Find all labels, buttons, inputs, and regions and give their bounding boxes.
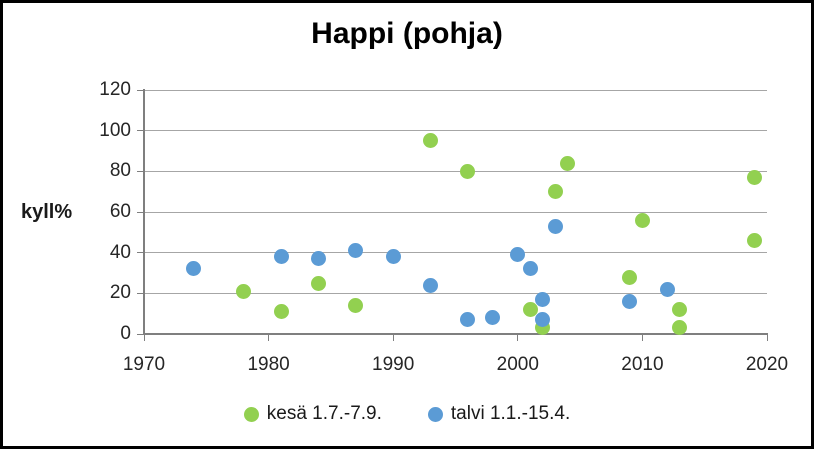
chart-title: Happi (pohja)	[311, 17, 503, 50]
data-point-kesa[interactable]	[460, 163, 476, 179]
x-tick-label: 2020	[745, 354, 789, 375]
y-tickmark	[137, 333, 144, 335]
data-point-kesa[interactable]	[747, 169, 763, 185]
data-point-kesa[interactable]	[560, 155, 576, 171]
x-tickmark	[641, 334, 643, 341]
legend-marker-kesa-icon	[243, 406, 259, 422]
data-point-talvi[interactable]	[310, 251, 326, 267]
y-tickmark	[137, 130, 144, 132]
y-tickmark	[137, 252, 144, 254]
x-tickmark	[517, 334, 519, 341]
y-tick-label: 40	[109, 241, 131, 263]
data-point-kesa[interactable]	[348, 298, 364, 314]
legend-marker-talvi-icon	[427, 406, 443, 422]
y-gridline	[144, 130, 767, 132]
chart-stage: Happi (pohja) kyll% 0 20 40 60 80 100 120 1970 1…	[3, 3, 811, 446]
x-tickmark	[766, 334, 768, 341]
data-point-talvi[interactable]	[460, 312, 476, 328]
y-axis-label: kyll%	[21, 201, 73, 223]
legend-item-kesa[interactable]: kesä 1.7.-7.9.	[243, 403, 382, 425]
x-tick-label: 2000	[496, 354, 539, 375]
x-tick-label: 1990	[372, 354, 415, 375]
data-point-talvi[interactable]	[535, 291, 551, 307]
y-gridline	[144, 211, 767, 213]
y-tick-label: 80	[109, 160, 131, 182]
data-point-talvi[interactable]	[522, 261, 538, 277]
data-point-kesa[interactable]	[522, 302, 538, 318]
y-gridline	[144, 89, 767, 91]
y-tickmark	[137, 211, 144, 213]
y-axis-line	[143, 89, 145, 335]
y-tickmark	[137, 89, 144, 91]
data-point-talvi[interactable]	[385, 249, 401, 265]
data-point-talvi[interactable]	[547, 218, 563, 234]
y-tick-label: 20	[109, 282, 131, 304]
data-point-talvi[interactable]	[659, 281, 675, 297]
data-point-kesa[interactable]	[634, 212, 650, 228]
legend: kesä 1.7.-7.9. talvi 1.1.-15.4.	[3, 399, 811, 429]
data-point-kesa[interactable]	[622, 269, 638, 285]
y-tick-label: 60	[109, 201, 131, 222]
data-point-kesa[interactable]	[672, 302, 688, 318]
x-tickmark	[268, 334, 270, 341]
x-tick-label: 1970	[122, 354, 166, 375]
x-tick-label: 2010	[621, 354, 664, 375]
y-tickmark	[137, 292, 144, 294]
data-point-kesa[interactable]	[547, 184, 563, 200]
y-tick-label: 100	[99, 119, 131, 141]
y-gridline	[144, 292, 767, 294]
data-point-kesa[interactable]	[672, 320, 688, 336]
y-tickmark	[137, 170, 144, 172]
data-point-kesa[interactable]	[423, 133, 439, 149]
data-point-talvi[interactable]	[186, 261, 202, 277]
data-point-talvi[interactable]	[622, 293, 638, 309]
data-point-kesa[interactable]	[747, 232, 763, 248]
y-tick-label: 120	[99, 79, 131, 100]
data-point-talvi[interactable]	[510, 247, 526, 263]
data-point-talvi[interactable]	[423, 277, 439, 293]
data-point-talvi[interactable]	[348, 243, 364, 259]
data-point-talvi[interactable]	[273, 249, 289, 265]
y-gridline	[144, 252, 767, 254]
data-point-talvi[interactable]	[485, 310, 501, 326]
y-gridline	[144, 170, 767, 172]
legend-label-kesa: kesä 1.7.-7.9.	[266, 403, 382, 424]
y-tick-label: 0	[120, 323, 131, 344]
data-point-kesa[interactable]	[236, 283, 252, 299]
legend-item-talvi[interactable]: talvi 1.1.-15.4.	[427, 403, 571, 425]
legend-label-talvi: talvi 1.1.-15.4.	[450, 403, 571, 424]
data-point-kesa[interactable]	[310, 275, 326, 291]
x-axis-line	[143, 333, 768, 335]
x-tick-label: 1980	[247, 354, 290, 375]
x-tickmark	[143, 334, 145, 341]
data-point-talvi[interactable]	[535, 312, 551, 328]
x-tickmark	[392, 334, 394, 341]
data-point-kesa[interactable]	[273, 304, 289, 320]
